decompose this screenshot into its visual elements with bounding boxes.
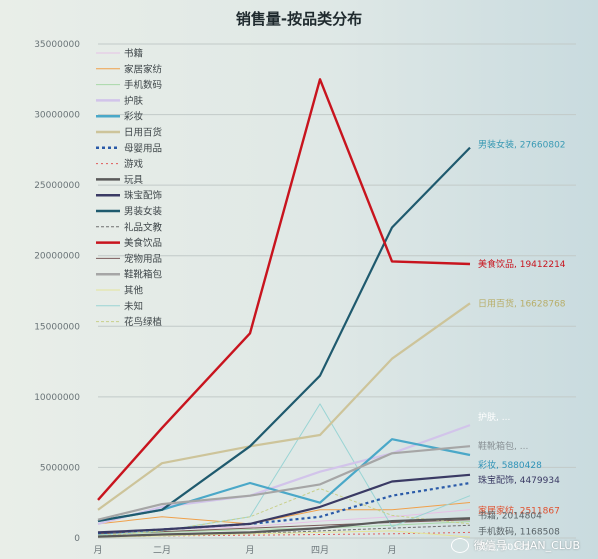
- x-axis: 月 二月 月 四月 月: [93, 545, 396, 556]
- legend-label: 鞋靴箱包: [124, 269, 163, 281]
- series-line: [97, 502, 471, 525]
- y-tick-label: 25000000: [34, 181, 80, 191]
- x-tick-label: 四月: [311, 545, 329, 556]
- legend-label: 玩具: [124, 175, 144, 186]
- series-line: [97, 473, 471, 534]
- legend-label: 日用百货: [124, 127, 162, 139]
- chart-title: 销售量-按品类分布: [235, 10, 363, 28]
- series-line: [97, 424, 471, 525]
- x-tick-label: 二月: [153, 545, 171, 556]
- data-label: 其他, 60532: [478, 541, 530, 553]
- wechat-icon: [450, 537, 469, 553]
- legend-label: 其他: [124, 285, 144, 297]
- watermark-text: 微信号: CHAN_CLUB: [473, 539, 580, 552]
- series-line: [97, 488, 471, 537]
- end-labels: 男装女装, 27660802 美食饮品, 19412214 日用百货, 166287…: [478, 139, 566, 554]
- data-label: 鞋靴箱包, ...: [478, 440, 528, 452]
- series-line: [97, 524, 471, 538]
- data-label: 家居家纺, 2511867: [478, 505, 560, 517]
- legend-label: 手机数码: [124, 79, 162, 91]
- series-line: [97, 302, 471, 511]
- y-tick-label: 10000000: [34, 393, 80, 403]
- data-label: 书籍, 2014804: [478, 510, 542, 522]
- legend-label: 珠宝配饰: [124, 190, 162, 202]
- legend-label: 未知: [124, 300, 143, 312]
- series-lines: [97, 78, 471, 538]
- data-label: 珠宝配饰, 4479934: [478, 474, 560, 486]
- x-tick-label: 月: [387, 545, 396, 556]
- legend: 书籍家居家纺手机数码护肤彩妆日用百货母婴用品游戏玩具珠宝配饰男装女装礼品文教美食…: [96, 48, 163, 328]
- y-tick-label: 30000000: [34, 111, 80, 121]
- legend-label: 美食饮品: [124, 237, 162, 249]
- series-line: [97, 146, 471, 523]
- series-line: [97, 517, 471, 538]
- data-label: 彩妆, 5880428: [478, 459, 542, 471]
- legend-label: 礼品文教: [124, 221, 163, 233]
- legend-label: 游戏: [124, 158, 144, 170]
- data-label: 日用百货, 16628768: [478, 297, 566, 309]
- series-line: [97, 521, 471, 535]
- series-line: [97, 481, 471, 535]
- y-tick-label: 20000000: [34, 252, 80, 262]
- series-line: [97, 530, 471, 538]
- x-tick-label: 月: [93, 545, 102, 556]
- data-label: 男装女装, 27660802: [478, 139, 566, 151]
- y-tick-label: 0: [74, 534, 80, 544]
- legend-label: 家居家纺: [124, 63, 163, 75]
- y-axis: 0 5000000 10000000 15000000 20000000 25000000…: [34, 40, 80, 544]
- legend-label: 彩妆: [124, 111, 144, 123]
- y-tick-label: 35000000: [34, 40, 80, 50]
- series-line: [97, 445, 471, 521]
- watermark: 微信号: CHAN_CLUB: [450, 537, 580, 553]
- data-label: 护肤, ...: [478, 411, 510, 423]
- y-tick-label: 15000000: [34, 322, 80, 332]
- legend-label: 护肤: [124, 95, 144, 107]
- legend-label: 男装女装: [124, 206, 163, 218]
- legend-label: 母婴用品: [124, 143, 162, 154]
- x-tick-label: 月: [245, 545, 254, 556]
- legend-label: 花鸟绿植: [124, 316, 163, 328]
- data-label: 手机数码, 1168508: [478, 526, 560, 538]
- legend-label: 宠物用品: [124, 253, 162, 265]
- legend-label: 书籍: [124, 48, 143, 60]
- y-tick-label: 5000000: [40, 463, 80, 473]
- series-line: [97, 78, 471, 501]
- data-label: 美食饮品, 19412214: [478, 258, 566, 270]
